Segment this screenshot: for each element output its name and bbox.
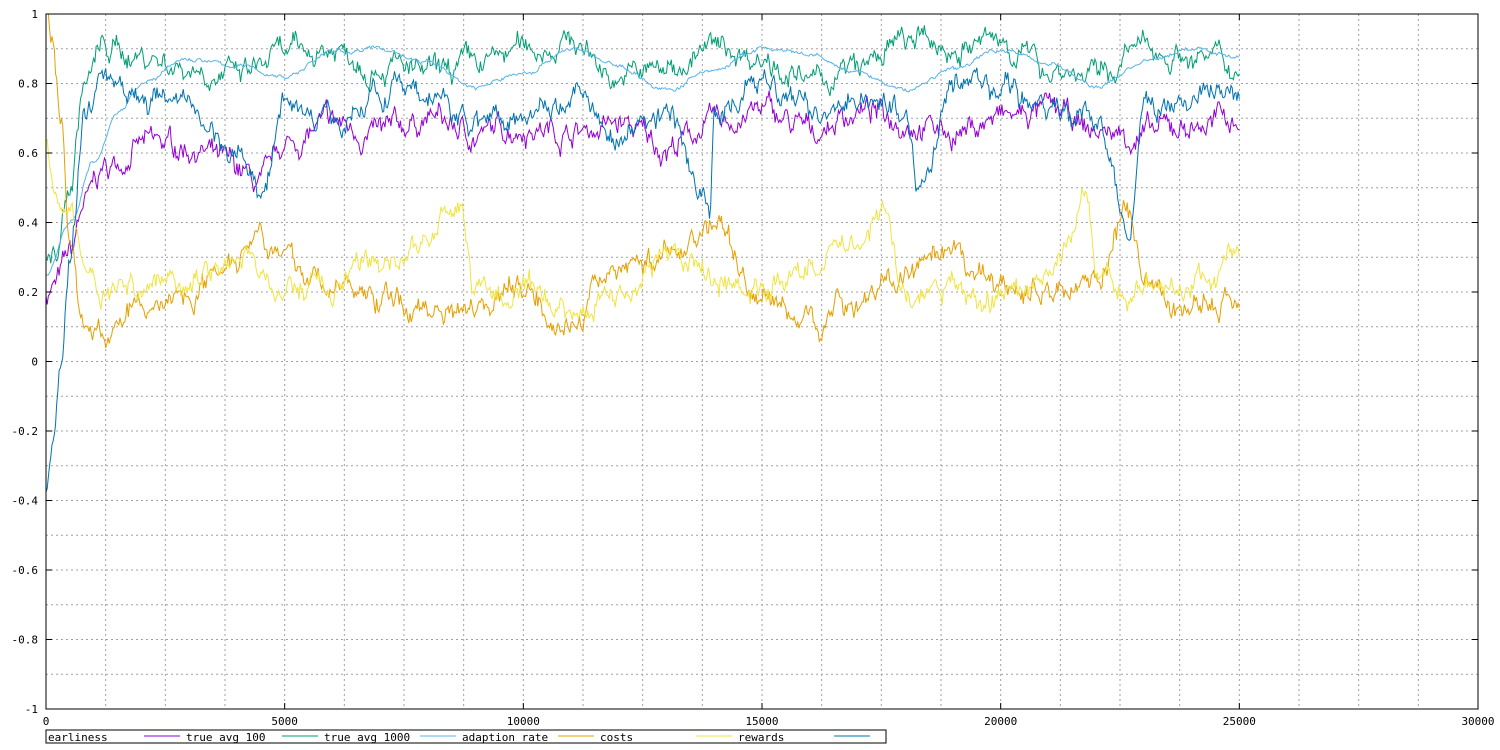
x-tick-label: 10000 (507, 715, 540, 728)
y-tick-label: -0.8 (12, 634, 39, 647)
legend-label: costs (600, 731, 633, 744)
x-tick-label: 25000 (1223, 715, 1256, 728)
x-axis: 0 5000 10000 15000 20000 25000 30000 (43, 14, 1495, 728)
x-tick-label: 30000 (1461, 715, 1494, 728)
series-line-costs (45, 138, 1240, 322)
legend-label: rewards (738, 731, 784, 744)
x-tick-label: 5000 (271, 715, 298, 728)
legend-box (45, 729, 887, 744)
x-tick-label: 0 (43, 715, 50, 728)
y-axis: -1 -0.8 -0.6 -0.4 -0.2 0 0.2 0.4 0.6 0.8 1 (12, 8, 1478, 716)
y-tick-label: 1 (31, 8, 38, 21)
y-tick-label: 0.4 (18, 217, 38, 230)
x-tick-label: 20000 (984, 715, 1017, 728)
series-line-true-avg-1000 (45, 45, 1240, 276)
x-tick-label: 15000 (745, 715, 778, 728)
series-line-true-avg-100 (45, 25, 1240, 264)
grid (46, 14, 1478, 709)
y-tick-label: 0.2 (18, 286, 38, 299)
legend-label: true avg 100 (186, 731, 265, 744)
series-line-rewards (45, 67, 1240, 492)
y-tick-label: -0.6 (12, 564, 39, 577)
legend-label: true avg 1000 (324, 731, 410, 744)
y-tick-label: 0 (31, 356, 38, 369)
series-group (45, 13, 1240, 492)
series-line-earliness (45, 90, 1240, 305)
y-tick-label: -1 (25, 703, 38, 716)
legend-label: adaption rate (462, 731, 548, 744)
legend: earliness true avg 100 true avg 1000 adapti… (45, 729, 887, 744)
y-tick-label: -0.2 (12, 425, 39, 438)
y-tick-label: -0.4 (12, 495, 39, 508)
legend-label: earliness (48, 731, 108, 744)
y-tick-label: 0.8 (18, 78, 38, 91)
y-tick-label: 0.6 (18, 147, 38, 160)
